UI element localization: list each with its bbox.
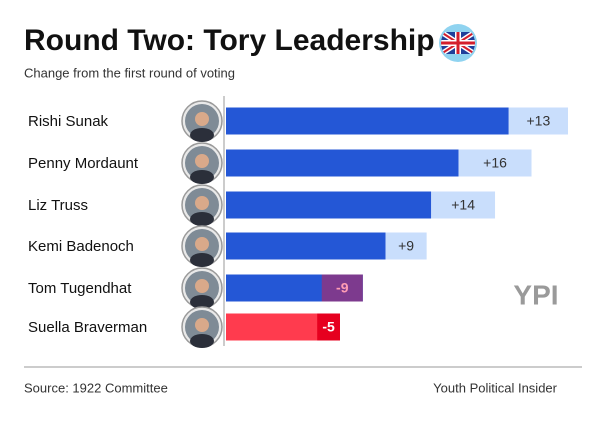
photo-head — [195, 196, 209, 210]
subtitle: Change from the first round of voting — [24, 65, 235, 80]
flag-icon — [439, 24, 477, 62]
value-label: +16 — [483, 155, 507, 171]
photo-body — [190, 128, 214, 142]
candidate-photo — [181, 306, 223, 348]
candidate-name: Liz Truss — [28, 197, 88, 214]
source: Source: 1922 Committee — [24, 380, 168, 395]
value-label: +9 — [398, 238, 414, 254]
bar-change — [508, 107, 568, 135]
bar-change — [431, 191, 496, 219]
photo-head — [195, 318, 209, 332]
candidate-name: Penny Mordaunt — [28, 155, 139, 172]
bar-change — [458, 149, 532, 177]
candidate-photo — [181, 267, 223, 309]
photo-head — [195, 112, 209, 126]
bar-change — [321, 274, 363, 302]
candidate-photo — [181, 142, 223, 184]
bar-base — [226, 149, 459, 177]
value-label: -5 — [322, 319, 335, 335]
photo-head — [195, 237, 209, 251]
candidate-photo — [181, 184, 223, 226]
photo-body — [190, 170, 214, 184]
candidate-name: Tom Tugendhat — [28, 280, 132, 297]
bar-base — [226, 107, 509, 135]
photo-body — [190, 295, 214, 309]
photo-body — [190, 212, 214, 226]
value-label: +14 — [451, 197, 475, 213]
value-label: -9 — [336, 280, 349, 296]
photo-body — [190, 334, 214, 348]
candidate-photo — [181, 100, 223, 142]
bar-change — [385, 232, 427, 260]
logo: YPI — [513, 279, 558, 310]
bar-base — [226, 191, 432, 219]
photo-body — [190, 253, 214, 267]
credit: Youth Political Insider — [433, 380, 557, 395]
candidate-name: Rishi Sunak — [28, 113, 109, 130]
candidate-name: Kemi Badenoch — [28, 238, 134, 255]
photo-head — [195, 154, 209, 168]
photo-head — [195, 279, 209, 293]
bar-change — [317, 313, 340, 341]
chart-title: Round Two: Tory Leadership — [24, 24, 435, 57]
candidate-name: Suella Braverman — [28, 319, 147, 336]
candidate-photo — [181, 225, 223, 267]
value-label: +13 — [526, 113, 550, 129]
bar-base — [226, 232, 386, 260]
